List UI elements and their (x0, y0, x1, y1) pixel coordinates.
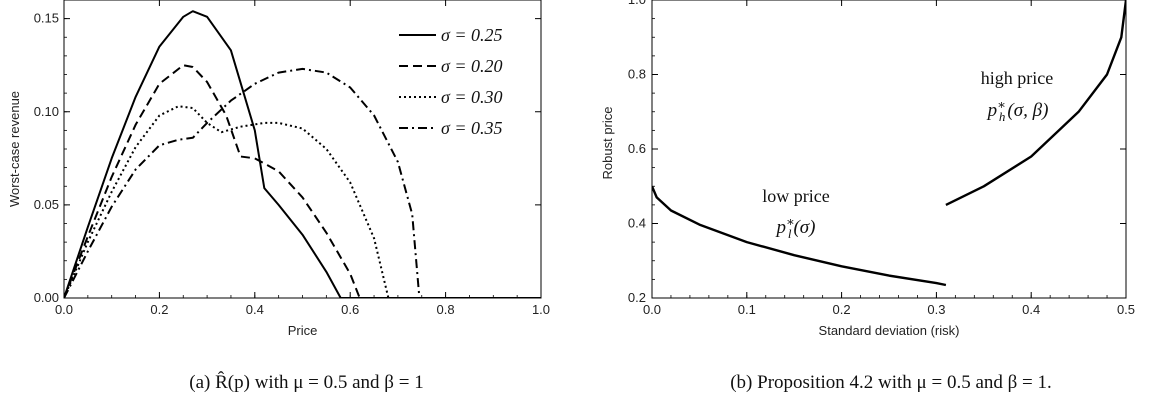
x-tick-label-a: 0.2 (150, 302, 168, 317)
caption-b: (b) Proposition 4.2 with μ = 0.5 and β =… (730, 372, 1052, 393)
series-line-a-3 (64, 67, 541, 298)
y-tick-label-b: 1.0 (628, 0, 646, 7)
x-tick-label-a: 1.0 (532, 302, 550, 317)
y-tick-label-b: 0.8 (628, 67, 646, 82)
y-tick-label-a: 0.15 (34, 11, 59, 26)
legend-label-a-1: σ = 0.20 (441, 56, 503, 76)
y-tick-label-a: 0.05 (34, 197, 59, 212)
annotation-low-price-formula: p∗ l (σ) (775, 214, 816, 241)
annotation-high-price: high price (981, 68, 1053, 88)
x-tick-label-a: 0.0 (55, 302, 73, 317)
x-axis-label-b: Standard deviation (risk) (819, 323, 960, 338)
series-line-a-0 (64, 10, 541, 298)
y-tick-label-b: 0.6 (628, 141, 646, 156)
x-tick-label-b: 0.1 (738, 302, 756, 317)
x-tick-label-b: 0.2 (833, 302, 851, 317)
x-tick-label-a: 0.4 (246, 302, 264, 317)
y-tick-label-b: 0.2 (628, 290, 646, 305)
annotation-low-price: low price (762, 186, 829, 206)
y-axis-label-a: Worst-case revenue (7, 91, 22, 207)
x-axis-label-a: Price (288, 323, 318, 338)
x-tick-label-a: 0.6 (341, 302, 359, 317)
series-line-a-1 (64, 64, 541, 298)
x-tick-label-b: 0.3 (927, 302, 945, 317)
panel-a: 0.0 0.2 0.4 0.6 0.8 1.0 0.00 0.05 0.10 0.15 Price W… (7, 0, 550, 393)
x-tick-label-b: 0.0 (643, 302, 661, 317)
series-line-a-2 (64, 105, 541, 298)
x-tick-label-a: 0.8 (437, 302, 455, 317)
caption-a: (a) R̂(p) with μ = 0.5 and β = 1 (189, 371, 423, 393)
panel-b: 0.0 0.1 0.2 0.3 0.4 0.5 0.2 0.4 0.6 0.8 1.0 Standar… (600, 0, 1135, 393)
y-axis-label-b: Robust price (600, 107, 615, 180)
legend-label-a-0: σ = 0.25 (441, 25, 503, 45)
series-line-b-high (945, 0, 1126, 206)
series-line-b-low (652, 185, 947, 287)
y-tick-label-a: 0.00 (34, 290, 59, 305)
x-tick-label-b: 0.4 (1022, 302, 1040, 317)
y-tick-label-a: 0.10 (34, 104, 59, 119)
legend-label-a-3: σ = 0.35 (441, 118, 503, 138)
x-tick-label-b: 0.5 (1117, 302, 1135, 317)
legend-label-a-2: σ = 0.30 (441, 87, 503, 107)
plot-frame-b (651, 0, 1127, 299)
y-tick-label-b: 0.4 (628, 216, 646, 231)
annotation-high-price-formula: p∗ h (σ, β) (986, 97, 1049, 124)
